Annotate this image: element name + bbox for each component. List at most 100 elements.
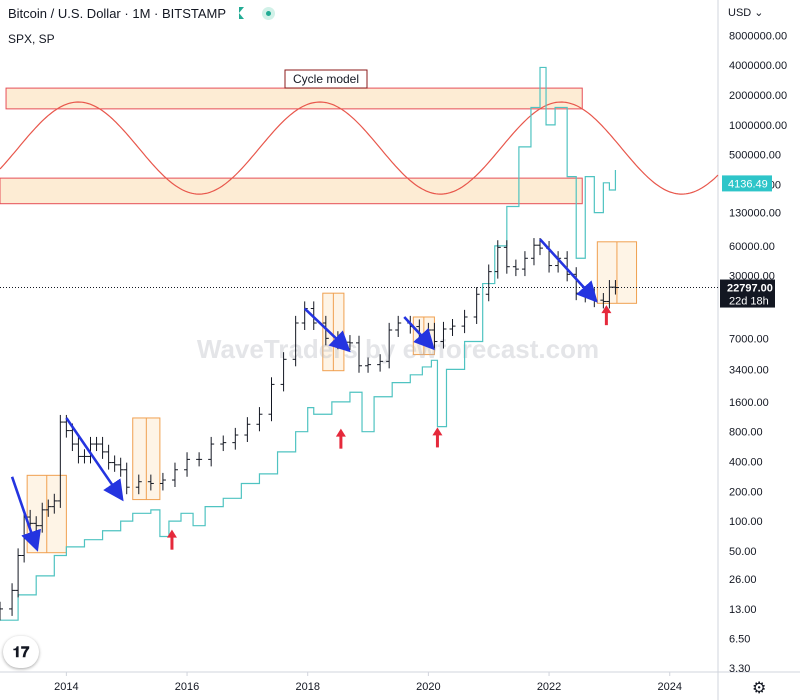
y-tick-label: 13.00 [729,604,757,616]
current-price-label: 22797.00 [727,283,773,295]
gear-icon[interactable]: ⚙ [752,680,767,697]
btc-bar [356,335,362,373]
btc-bar [39,502,46,533]
btc-bar [573,267,580,301]
chart-header: Bitcoin / U.S. Dollar · 1M · BITSTAMP [8,6,276,21]
btc-bar [184,452,191,477]
zone-lower [0,177,583,205]
watermark: WaveTraders by ewforecast.com [197,334,599,364]
btc-bar [159,472,166,491]
btc-bar [256,407,263,432]
x-tick-label: 2024 [657,681,681,693]
red-arrow-head-0 [166,529,177,538]
y-tick-label: 6.50 [729,634,750,646]
btc-bar [564,251,571,282]
btc-bar [0,601,3,621]
blue-arrow-1 [65,417,124,502]
y-tick-label: 3400.00 [729,364,769,376]
btc-bar [93,436,100,452]
spx-value-label: 4136.49 [728,178,768,190]
y-tick-label: 26.00 [729,574,757,586]
btc-bar [395,315,402,337]
market-status-icon[interactable] [262,7,276,20]
symbol-name[interactable]: Bitcoin [8,6,48,21]
compare-symbol[interactable]: SPX, SP [8,32,55,46]
btc-bar [386,322,393,369]
btc-bar [51,493,58,514]
btc-bar [220,435,227,452]
y-tick-label: 130000.00 [729,208,781,220]
btc-bar [81,449,88,464]
currency-label: USD [728,7,752,19]
btc-bar [280,352,287,392]
btc-bar [530,238,537,266]
cycle-label-box [284,69,368,89]
btc-bar [9,583,16,616]
y-tick-label: 50.00 [729,546,757,558]
blue-arrow-3 [403,316,435,351]
btc-bar [196,452,203,467]
btc-bar [75,436,82,464]
btc-bar [449,318,456,336]
btc-bar [440,321,447,349]
y-tick-label: 500000.00 [729,150,781,162]
red-arrow-head-1 [335,428,346,437]
x-tick-label: 2014 [54,681,78,693]
btc-bar [322,315,329,346]
btc-bar [57,414,64,508]
x-tick-label: 2016 [175,681,199,693]
btc-bar [244,417,251,443]
exchange-label[interactable]: BITSTAMP [162,6,226,21]
btc-bar [147,474,154,491]
y-tick-label: 400.00 [729,456,763,468]
btc-bar [208,436,215,467]
current-price-tag [720,279,775,308]
btc-bar [494,240,501,279]
btc-bar [87,436,94,464]
blue-arrow-2 [303,307,351,353]
btc-bar [123,462,130,495]
currency-selector[interactable]: USD ⌄ [728,6,764,19]
btc-bar [105,444,112,470]
btc-bar [15,548,22,598]
tradingview-logo-icon[interactable]: 𝟏𝟕 [3,636,39,668]
y-tick-label: 1000000.00 [729,120,787,132]
btc-bar [473,287,480,324]
blue-arrow-4 [539,238,598,303]
btc-bar [99,436,106,459]
btc-bar [365,357,372,373]
y-tick-label: 800.00 [729,427,763,439]
flag-icon[interactable] [239,7,245,19]
pair-separator: / [50,6,55,21]
y-tick-label: 60000.00 [729,241,775,253]
btc-bar [171,462,178,488]
btc-bar [111,455,118,472]
quote-name[interactable]: U.S. Dollar [57,6,121,21]
btc-bar [135,474,142,495]
blue-arrow-0 [10,476,41,552]
x-tick-label: 2022 [537,681,561,693]
btc-bar [521,251,528,277]
x-tick-label: 2020 [416,681,440,693]
cycle-label: Cycle model [293,72,359,86]
btc-bar [117,457,124,477]
btc-bar [232,427,239,450]
btc-bar [45,499,52,517]
bar-countdown-label: 22d 18h [729,296,769,308]
btc-bar [377,354,384,372]
y-tick-label: 4000000.00 [729,60,787,72]
x-tick-label: 2018 [295,681,319,693]
spx-series-line [0,66,617,621]
dot-separator: · [124,6,129,21]
btc-bar [268,377,275,422]
dot-separator: · [154,6,159,21]
interval-label[interactable]: 1M [132,6,151,21]
btc-bar [485,264,492,302]
btc-bar [461,309,468,334]
btc-bar [503,240,510,274]
btc-bar [600,293,607,309]
btc-bar [512,259,519,277]
y-tick-label: 3.30 [729,663,750,675]
y-tick-label: 7000.00 [729,333,769,345]
